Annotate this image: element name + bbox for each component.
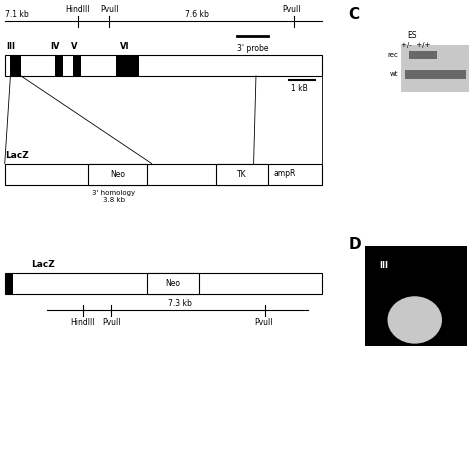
Text: TK: TK	[237, 170, 246, 179]
Bar	[409, 51, 437, 59]
Text: 3' probe: 3' probe	[237, 44, 269, 53]
Bar	[5, 55, 322, 76]
Text: ES: ES	[408, 31, 417, 40]
Bar	[116, 55, 139, 76]
Text: 7.3 kb: 7.3 kb	[168, 299, 192, 308]
Text: VI: VI	[120, 42, 130, 51]
Bar	[5, 273, 322, 294]
Bar	[5, 164, 322, 185]
Text: HindIII: HindIII	[65, 5, 90, 14]
Text: 1 kB: 1 kB	[291, 84, 307, 93]
Text: Neo: Neo	[110, 170, 125, 179]
Text: rec: rec	[387, 52, 398, 58]
Text: 7.1 kb: 7.1 kb	[5, 10, 28, 19]
Bar	[55, 55, 63, 76]
Bar	[10, 55, 21, 76]
Bar	[365, 246, 467, 346]
Text: V: V	[71, 42, 77, 51]
Text: +/-  +/+: +/- +/+	[401, 42, 430, 48]
Text: III: III	[379, 261, 388, 270]
Text: III: III	[6, 42, 15, 51]
Text: ampR: ampR	[273, 170, 296, 178]
Text: wt: wt	[390, 72, 398, 77]
Bar	[405, 70, 466, 79]
Text: 3' homology
3.8 kb: 3' homology 3.8 kb	[92, 190, 135, 202]
Text: D: D	[348, 237, 361, 252]
Text: LacZ: LacZ	[5, 151, 28, 160]
Text: LacZ: LacZ	[31, 260, 55, 269]
Text: C: C	[348, 7, 359, 22]
Bar	[147, 273, 199, 294]
Text: PvuII: PvuII	[100, 5, 119, 14]
Bar	[216, 164, 268, 185]
Text: HindIII: HindIII	[70, 318, 94, 327]
Text: Neo: Neo	[165, 279, 181, 288]
Bar	[88, 164, 147, 185]
Text: PvuII: PvuII	[102, 318, 121, 327]
Text: PvuII: PvuII	[282, 5, 301, 14]
Text: IV: IV	[51, 42, 60, 51]
Bar	[6, 273, 13, 294]
Text: PvuII: PvuII	[254, 318, 273, 327]
Ellipse shape	[387, 296, 442, 344]
Bar	[401, 45, 469, 92]
Text: 7.6 kb: 7.6 kb	[185, 10, 209, 19]
Bar	[73, 55, 81, 76]
